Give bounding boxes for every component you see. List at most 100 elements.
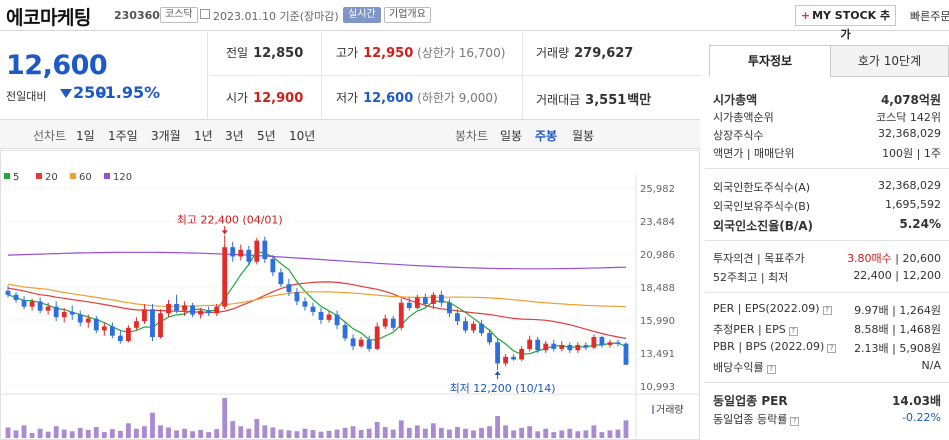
volume-bar	[198, 430, 204, 438]
volume-bar	[471, 430, 476, 438]
volume-bar	[294, 431, 300, 438]
tab-daily[interactable]: 일봉	[500, 129, 523, 143]
shares-row: 상장주식수 32,368,029	[713, 127, 941, 142]
candle-body	[302, 301, 308, 307]
cap-rank-row: 시가총액순위 코스닥 142위	[713, 111, 941, 124]
chart-tabs: 선차트 1일 1주일 3개월 1년 3년 5년 10년 봉차트 일봉 주봉 월봉	[0, 119, 700, 149]
candle-body	[535, 339, 541, 351]
volume-bar	[61, 429, 67, 438]
volume-bar	[414, 425, 420, 438]
tab-5y[interactable]: 5년	[257, 129, 276, 143]
candle-body	[358, 339, 364, 347]
candle-body	[342, 325, 348, 339]
candlestick-chart[interactable]: 25,982 23,484 20,986 18,488 15,990 13,491 10,9…	[0, 150, 700, 440]
help-icon[interactable]: ?	[766, 365, 776, 374]
ma-legend-label: 120	[113, 172, 132, 183]
stock-code: 230360	[114, 9, 160, 22]
volume-bar	[535, 431, 541, 438]
candle-body	[262, 240, 268, 260]
volume-bar	[109, 429, 115, 438]
help-icon[interactable]: ?	[788, 327, 798, 336]
volume-bar	[615, 429, 621, 438]
help-icon[interactable]: ?	[790, 417, 800, 426]
help-icon[interactable]: ?	[822, 306, 832, 315]
chart-frame	[0, 150, 700, 440]
add-mystock-button[interactable]: + MY STOCK 추가	[795, 5, 896, 41]
high-annotation: 최고 22,400 (04/01)	[177, 213, 283, 226]
volume-bar	[342, 427, 348, 438]
tab-3y[interactable]: 3년	[225, 129, 244, 143]
candle-body	[166, 304, 171, 314]
tab-3m[interactable]: 3개월	[151, 129, 181, 143]
candle-body	[125, 327, 131, 341]
volume-bar	[358, 430, 364, 438]
help-icon[interactable]: ?	[827, 344, 837, 353]
volume-bar	[390, 429, 396, 438]
volume-bar	[238, 426, 244, 438]
candle-body	[487, 333, 492, 343]
volume-bar	[125, 423, 131, 438]
y-tick-label: 15,990	[640, 316, 675, 327]
candle-chart-label: 봉차트	[455, 129, 489, 143]
volume-bar	[214, 429, 220, 438]
candle-body	[198, 310, 204, 315]
volume-bar	[487, 426, 492, 438]
pbr-row: PBR | BPS (2022.09)? 2.13배 | 5,908원	[713, 340, 941, 355]
quick-order-link[interactable]: 빠른주문	[910, 10, 949, 23]
ma-line-20	[7, 281, 627, 339]
volume-bar	[117, 430, 123, 438]
high-price: 고가 12,950 (상한가 16,700)	[336, 46, 506, 61]
foreign-hold-row: 외국인보유주식수(B) 1,695,592	[713, 198, 941, 213]
candle-body	[61, 311, 67, 318]
tab-orderbook[interactable]: 호가 10단계	[830, 45, 949, 77]
volume-bar	[166, 427, 171, 438]
candle-body	[278, 272, 284, 285]
low-arrow-head	[494, 371, 501, 376]
volume-bar	[334, 429, 340, 438]
volume-bar	[278, 429, 284, 438]
tab-10y[interactable]: 10년	[289, 129, 316, 143]
tab-invest-info[interactable]: 투자정보	[709, 45, 831, 77]
tab-1w[interactable]: 1주일	[108, 129, 138, 143]
volume-bar	[583, 430, 589, 438]
volume-bar	[93, 427, 99, 438]
par-row: 액면가 | 매매단위 100원 | 1주	[713, 147, 941, 160]
candle-body	[430, 294, 436, 305]
low-price: 저가 12,600 (하한가 9,000)	[336, 91, 498, 106]
tab-weekly[interactable]: 주봉	[535, 129, 558, 143]
volume-bar	[5, 427, 11, 438]
volume-bar	[382, 427, 388, 438]
change-label: 전일대비	[6, 90, 47, 103]
y-tick-label: 23,484	[640, 217, 675, 228]
tab-monthly[interactable]: 월봉	[572, 129, 595, 143]
volume-bar	[310, 430, 316, 438]
company-info-button[interactable]: 기업개요	[384, 7, 431, 23]
ma-legend-label: 20	[45, 172, 58, 183]
candle-body	[551, 343, 557, 349]
volume-bar	[366, 428, 372, 438]
volume-bar	[206, 432, 212, 438]
volume-legend-label: 거래량	[656, 404, 684, 416]
volume-bar	[591, 425, 597, 438]
volume-bar	[607, 430, 613, 438]
foreign-ratio-row: 외국인소진율(B/A) 5.24%	[713, 217, 941, 233]
tab-1d[interactable]: 1일	[76, 129, 95, 143]
candle-body	[559, 344, 565, 349]
candle-body	[286, 284, 292, 293]
candle-body	[599, 337, 605, 345]
candle-body	[398, 302, 404, 328]
realtime-badge[interactable]: 실시간	[343, 7, 381, 23]
industry-change-row: 동일업종 등락률? -0.22%	[713, 411, 941, 426]
volume-bar	[262, 425, 268, 438]
tab-1y[interactable]: 1년	[194, 129, 213, 143]
candle-body	[53, 306, 59, 318]
volume-bar	[447, 429, 452, 438]
info-panel: 투자정보 호가 10단계 시가총액 4,078억원 시가총액순위 코스닥 142위 …	[705, 45, 949, 440]
ma-legend-label: 5	[13, 172, 19, 183]
candle-body	[5, 290, 11, 295]
candle-body	[447, 302, 452, 314]
fper-row: 추정PER | EPS? 8.58배 | 1,468원	[713, 323, 941, 336]
candle-body	[270, 259, 276, 273]
plus-icon: +	[800, 9, 811, 22]
candle-body	[158, 313, 163, 338]
